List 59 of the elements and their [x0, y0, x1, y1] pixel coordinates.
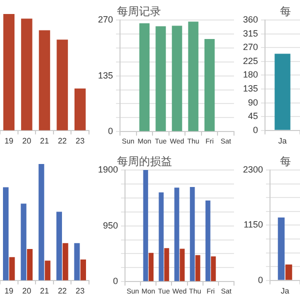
x-tick-label: 21	[40, 286, 50, 296]
y-tick-label: 1900	[98, 164, 118, 174]
x-tick-label: 21	[40, 136, 50, 146]
bar	[56, 40, 68, 130]
x-tick-label: Ja	[280, 286, 290, 296]
y-tick-label: 315	[242, 28, 258, 38]
chart-title: 每周的损益	[117, 154, 172, 168]
y-tick-label: 90	[248, 97, 258, 108]
bar	[80, 259, 86, 280]
chart-title: 每周记录	[117, 4, 161, 19]
bar	[195, 255, 200, 282]
y-tick-label: 270	[98, 14, 114, 24]
bar	[180, 248, 185, 282]
y-tick-label: 0	[253, 124, 258, 135]
bar	[148, 252, 154, 282]
bar	[21, 18, 32, 130]
x-tick-label: 20	[22, 136, 32, 146]
bar	[9, 257, 15, 280]
chart-title: 每	[280, 4, 291, 19]
bar	[20, 204, 26, 280]
x-tick-label: 23	[76, 286, 86, 296]
y-tick-label: 360	[242, 14, 258, 24]
y-tick-label: 180	[242, 70, 258, 80]
bar	[38, 164, 44, 280]
x-tick-label: 20	[22, 286, 32, 296]
bar	[164, 248, 170, 282]
bar	[27, 248, 33, 280]
y-tick-label: 270	[242, 42, 258, 52]
y-tick-label: 0	[258, 274, 263, 285]
y-tick-label: 135	[242, 83, 258, 94]
bar	[190, 187, 195, 282]
y-tick-label: 2300	[242, 164, 263, 174]
y-tick-label: 0	[108, 126, 114, 136]
bar	[143, 170, 148, 282]
bar	[3, 14, 15, 130]
bar	[174, 188, 180, 282]
y-tick-label: 950	[102, 220, 118, 230]
x-tick-label: 22	[58, 136, 68, 146]
bar	[210, 256, 216, 282]
y-tick-label: 135	[98, 70, 114, 80]
bar	[205, 200, 210, 282]
bar	[62, 243, 68, 280]
x-tick-label: 23	[76, 136, 86, 146]
x-tick-label: 22	[58, 286, 68, 296]
bar	[74, 88, 86, 130]
bar	[74, 243, 80, 280]
y-tick-label: 1150	[244, 220, 263, 230]
bar	[44, 260, 50, 280]
x-tick-label: Ja	[278, 136, 288, 146]
y-tick-label: 0	[113, 276, 118, 286]
x-tick-label: 19	[4, 286, 14, 296]
bar	[158, 192, 164, 282]
chart-title: 每	[280, 154, 291, 169]
y-tick-label: 45	[248, 111, 258, 122]
x-tick-label: 19	[4, 136, 14, 146]
bar	[2, 187, 9, 280]
y-tick-label: 225	[242, 56, 258, 66]
bar	[38, 30, 50, 130]
bar	[56, 212, 62, 280]
